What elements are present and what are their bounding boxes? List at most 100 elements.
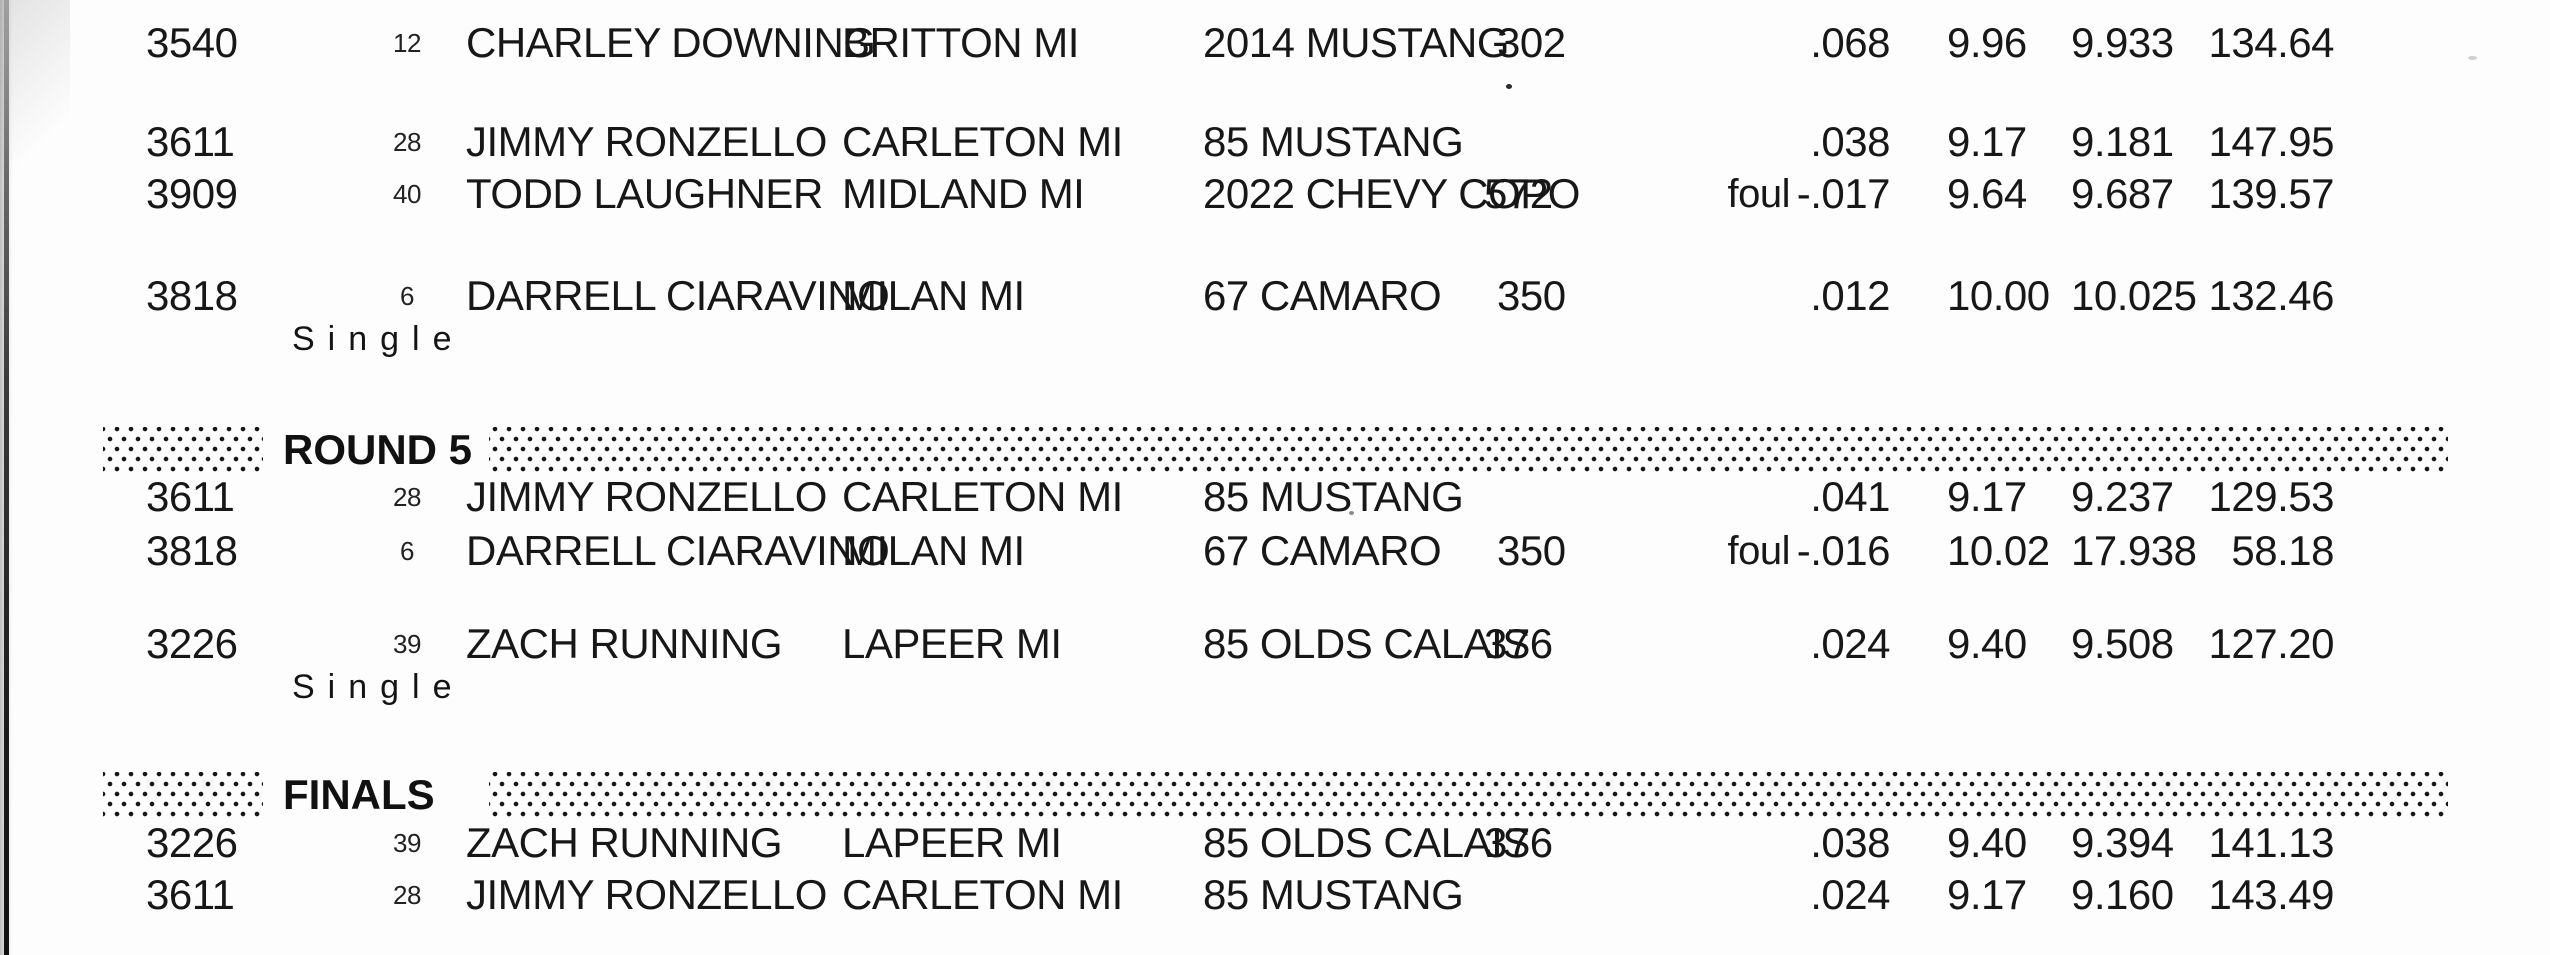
section-title: FINALS xyxy=(283,771,435,818)
engine-size: 572 xyxy=(1484,170,1553,217)
lane-number: 40 xyxy=(393,179,421,209)
dial-in: 9.17 xyxy=(1947,871,2027,918)
reaction-time: .024 xyxy=(1810,620,1890,667)
lane-number: 6 xyxy=(400,536,414,566)
car-number-cell: 3611 xyxy=(146,871,235,918)
section-title: ROUND 5 xyxy=(283,426,473,473)
elapsed-time: 9.160 xyxy=(2071,871,2174,918)
result-row: 3818 6 DARRELL CIARAVINO MILAN MI 67 CAMARO 3… xyxy=(0,273,2550,319)
speed-mph: 58.18 xyxy=(2231,527,2334,574)
result-row: 3226 39 ZACH RUNNING LAPEER MI 85 OLDS CALAI… xyxy=(0,820,2550,866)
driver-name: ZACH RUNNING xyxy=(466,620,783,667)
dial-in: 9.40 xyxy=(1947,819,2027,866)
engine-size: 376 xyxy=(1484,819,1553,866)
scan-artifact-dot xyxy=(1349,511,1354,515)
hometown: BRITTON MI xyxy=(842,19,1079,66)
driver-name: ZACH RUNNING xyxy=(466,819,783,866)
speed-mph: 132.46 xyxy=(2208,272,2335,319)
reaction-time: .012 xyxy=(1810,272,1890,319)
car-number-cell: 3540 xyxy=(146,19,238,66)
result-row: 3226 39 ZACH RUNNING LAPEER MI 85 OLDS CALAI… xyxy=(0,621,2550,667)
car-number-cell: 3818 xyxy=(146,272,238,319)
elapsed-time: 9.933 xyxy=(2071,19,2174,66)
section-band-label-window: FINALS xyxy=(263,769,489,821)
reaction-time: .041 xyxy=(1810,473,1890,520)
car-model: 2014 MUSTANG xyxy=(1203,19,1510,66)
driver-name: DARRELL CIARAVINO xyxy=(466,272,890,319)
speed-mph: 143.49 xyxy=(2208,871,2335,918)
lane-number: 6 xyxy=(400,281,414,311)
dial-in: 10.00 xyxy=(1947,272,2050,319)
hometown: CARLETON MI xyxy=(842,871,1123,918)
speed-mph: 139.57 xyxy=(2208,170,2335,217)
single-run-label: Single xyxy=(292,668,465,706)
scan-corner-smudge xyxy=(0,0,70,220)
speed-mph: 134.64 xyxy=(2208,19,2335,66)
reaction-time: .024 xyxy=(1810,871,1890,918)
dial-in: 9.17 xyxy=(1947,118,2027,165)
hometown: MILAN MI xyxy=(842,527,1025,574)
car-number-cell: 3611 xyxy=(146,118,235,165)
hometown: LAPEER MI xyxy=(842,620,1062,667)
car-number-cell: 3818 xyxy=(146,527,238,574)
scan-artifact-dot xyxy=(2468,56,2477,60)
car-model: 67 CAMARO xyxy=(1203,272,1442,319)
result-row: 3909 40 TODD LAUGHNER MIDLAND MI 2022 CHEVY … xyxy=(0,171,2550,217)
dial-in: 10.02 xyxy=(1947,527,2050,574)
driver-name: TODD LAUGHNER xyxy=(466,170,823,217)
speed-mph: 127.20 xyxy=(2208,620,2335,667)
elapsed-time: 9.237 xyxy=(2071,473,2174,520)
reaction-time: -.017 xyxy=(1796,170,1891,217)
result-row: 3611 28 JIMMY RONZELLO CARLETON MI 85 MUSTAN… xyxy=(0,474,2550,520)
hometown: MILAN MI xyxy=(842,272,1025,319)
reaction-time: .038 xyxy=(1810,819,1890,866)
result-row: 3818 6 DARRELL CIARAVINO MILAN MI 67 CAMARO 3… xyxy=(0,528,2550,574)
result-row: 3540 12 CHARLEY DOWNING BRITTON MI 2014 MUST… xyxy=(0,20,2550,66)
elapsed-time: 9.394 xyxy=(2071,819,2174,866)
car-number-cell: 3611 xyxy=(146,473,235,520)
lane-number: 12 xyxy=(393,28,421,58)
dial-in: 9.17 xyxy=(1947,473,2027,520)
hometown: CARLETON MI xyxy=(842,473,1123,520)
hometown: LAPEER MI xyxy=(842,819,1062,866)
reaction-time: .038 xyxy=(1810,118,1890,165)
single-run-label: Single xyxy=(292,320,465,358)
lane-number: 39 xyxy=(393,629,421,659)
car-number-cell: 3909 xyxy=(146,170,238,217)
section-band: ROUND 5 xyxy=(103,424,2448,476)
section-band: FINALS xyxy=(103,769,2448,821)
speed-mph: 129.53 xyxy=(2208,473,2335,520)
result-row: 3611 28 JIMMY RONZELLO CARLETON MI 85 MUSTAN… xyxy=(0,872,2550,918)
speed-mph: 147.95 xyxy=(2208,118,2335,165)
lane-number: 28 xyxy=(393,880,421,910)
engine-size: 302 xyxy=(1497,19,1566,66)
engine-size: 350 xyxy=(1497,527,1566,574)
scan-artifact-dot xyxy=(1506,84,1512,89)
car-model: 85 OLDS CALAIS xyxy=(1203,620,1530,667)
reaction-time: -.016 xyxy=(1796,527,1891,574)
dial-in: 9.96 xyxy=(1947,19,2027,66)
lane-number: 39 xyxy=(393,828,421,858)
car-model: 85 MUSTANG xyxy=(1203,871,1464,918)
dial-in: 9.40 xyxy=(1947,620,2027,667)
result-row: 3611 28 JIMMY RONZELLO CARLETON MI 85 MUSTAN… xyxy=(0,119,2550,165)
driver-name: JIMMY RONZELLO xyxy=(466,473,827,520)
elapsed-time: 9.508 xyxy=(2071,620,2174,667)
driver-name: CHARLEY DOWNING xyxy=(466,19,876,66)
car-model: 67 CAMARO xyxy=(1203,527,1442,574)
foul-flag: foul xyxy=(1727,529,1791,573)
car-model: 2022 CHEVY COPO xyxy=(1203,170,1580,217)
elapsed-time: 9.687 xyxy=(2071,170,2174,217)
driver-name: JIMMY RONZELLO xyxy=(466,118,827,165)
elapsed-time: 9.181 xyxy=(2071,118,2174,165)
reaction-time: .068 xyxy=(1810,19,1890,66)
car-model: 85 OLDS CALAIS xyxy=(1203,819,1530,866)
car-number-cell: 3226 xyxy=(146,620,238,667)
section-band-label-window: ROUND 5 xyxy=(263,424,489,476)
car-number-cell: 3226 xyxy=(146,819,238,866)
car-model: 85 MUSTANG xyxy=(1203,118,1464,165)
driver-name: JIMMY RONZELLO xyxy=(466,871,827,918)
car-model: 85 MUSTANG xyxy=(1203,473,1464,520)
lane-number: 28 xyxy=(393,127,421,157)
